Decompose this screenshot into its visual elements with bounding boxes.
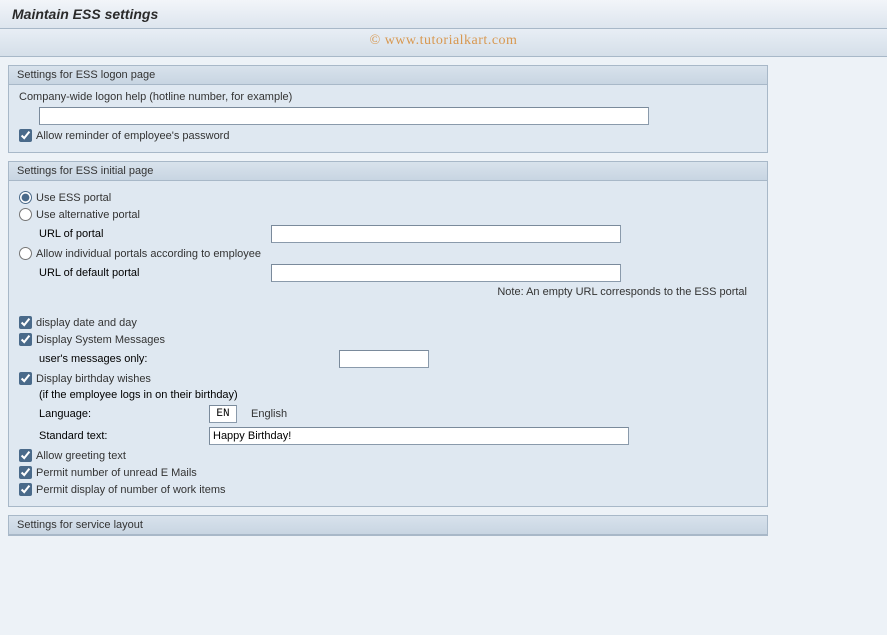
standard-text-label: Standard text: <box>39 430 209 442</box>
group-logon-header: Settings for ESS logon page <box>9 66 767 85</box>
users-msg-input[interactable] <box>339 350 429 368</box>
url-portal-label: URL of portal <box>39 228 271 240</box>
display-date-label: display date and day <box>36 317 137 329</box>
allow-greeting-checkbox[interactable] <box>19 449 32 462</box>
group-initial-body: Use ESS portal Use alternative portal UR… <box>9 181 767 506</box>
permit-emails-checkbox[interactable] <box>19 466 32 479</box>
display-date-checkbox[interactable] <box>19 316 32 329</box>
page-title: Maintain ESS settings <box>12 6 158 22</box>
group-logon-page: Settings for ESS logon page Company-wide… <box>8 65 768 153</box>
radio-use-ess-label: Use ESS portal <box>36 192 111 204</box>
display-birthday-label: Display birthday wishes <box>36 373 151 385</box>
group-service-layout: Settings for service layout <box>8 515 768 536</box>
radio-use-ess[interactable] <box>19 191 32 204</box>
page-title-bar: Maintain ESS settings <box>0 0 887 29</box>
toolbar: © www.tutorialkart.com <box>0 29 887 57</box>
group-initial-header: Settings for ESS initial page <box>9 162 767 181</box>
watermark-text: © www.tutorialkart.com <box>370 33 518 49</box>
radio-use-alt[interactable] <box>19 208 32 221</box>
logon-help-input[interactable] <box>39 107 649 125</box>
radio-allow-individual[interactable] <box>19 247 32 260</box>
permit-emails-label: Permit number of unread E Mails <box>36 467 197 479</box>
url-default-label: URL of default portal <box>39 267 271 279</box>
allow-greeting-label: Allow greeting text <box>36 450 126 462</box>
main-panel: Settings for ESS logon page Company-wide… <box>8 65 768 536</box>
language-code-input[interactable] <box>209 405 237 423</box>
display-sysmsg-checkbox[interactable] <box>19 333 32 346</box>
display-birthday-checkbox[interactable] <box>19 372 32 385</box>
empty-url-note: Note: An empty URL corresponds to the ES… <box>19 286 757 298</box>
group-logon-body: Company-wide logon help (hotline number,… <box>9 85 767 152</box>
display-sysmsg-label: Display System Messages <box>36 334 165 346</box>
group-initial-page: Settings for ESS initial page Use ESS po… <box>8 161 768 507</box>
standard-text-input[interactable] <box>209 427 629 445</box>
url-default-input[interactable] <box>271 264 621 282</box>
allow-reminder-checkbox[interactable] <box>19 129 32 142</box>
permit-workitems-label: Permit display of number of work items <box>36 484 226 496</box>
allow-reminder-label: Allow reminder of employee's password <box>36 130 229 142</box>
birthday-note: (if the employee logs in on their birthd… <box>39 389 238 401</box>
users-msg-label: user's messages only: <box>39 353 339 365</box>
language-name: English <box>251 408 287 420</box>
radio-use-alt-label: Use alternative portal <box>36 209 140 221</box>
permit-workitems-checkbox[interactable] <box>19 483 32 496</box>
logon-help-label: Company-wide logon help (hotline number,… <box>19 91 757 103</box>
language-label: Language: <box>39 408 209 420</box>
content-area: Settings for ESS logon page Company-wide… <box>0 57 887 635</box>
url-portal-input[interactable] <box>271 225 621 243</box>
group-service-header: Settings for service layout <box>9 516 767 535</box>
radio-allow-individual-label: Allow individual portals according to em… <box>36 248 261 260</box>
